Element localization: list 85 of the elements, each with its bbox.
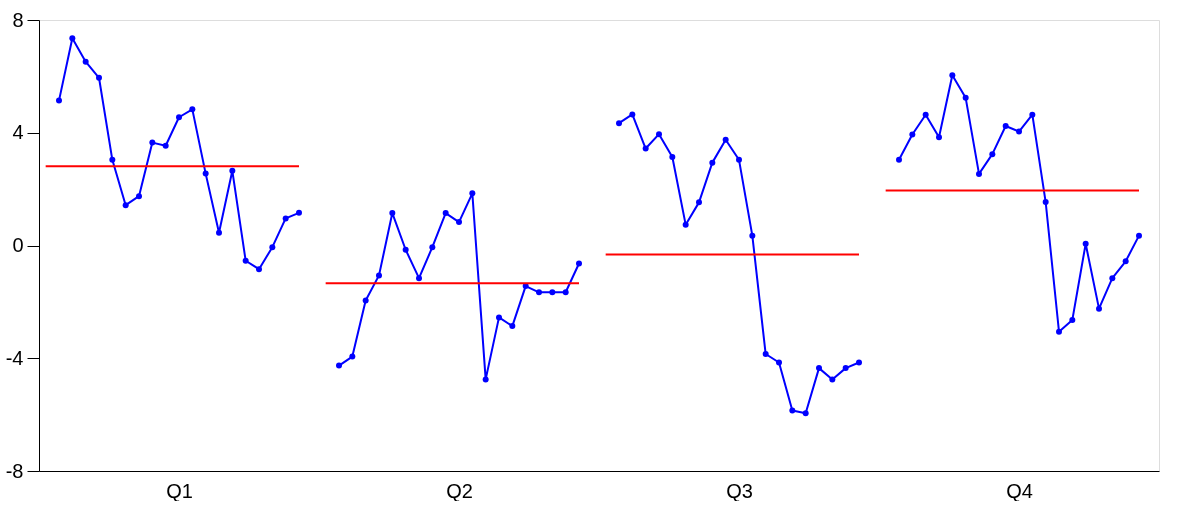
point <box>1136 232 1142 239</box>
point <box>136 193 142 200</box>
point <box>376 272 382 279</box>
point <box>856 359 862 366</box>
point <box>1029 111 1036 118</box>
point <box>1122 258 1129 265</box>
point <box>1016 128 1022 135</box>
point <box>429 244 436 251</box>
x-tick-label: Q4 <box>1006 479 1033 502</box>
point <box>176 114 182 121</box>
point <box>1002 122 1009 129</box>
point <box>242 257 249 264</box>
point <box>109 156 116 163</box>
point <box>282 215 289 222</box>
point <box>909 131 916 138</box>
point <box>456 219 462 226</box>
point <box>736 156 742 163</box>
y-tick-label: -4 <box>5 346 24 369</box>
point <box>189 106 196 113</box>
point <box>949 72 956 79</box>
point <box>216 229 222 236</box>
point <box>976 170 982 177</box>
point <box>1069 316 1076 323</box>
point <box>149 139 156 146</box>
point <box>389 210 396 217</box>
point <box>416 275 422 282</box>
point <box>162 142 169 149</box>
point <box>402 246 409 253</box>
point <box>82 58 89 65</box>
point <box>336 362 342 369</box>
x-tick-label: Q2 <box>446 479 473 502</box>
point <box>362 297 369 304</box>
y-tick-label: -8 <box>5 459 24 482</box>
point <box>269 244 276 251</box>
point <box>509 323 516 330</box>
point <box>549 289 556 296</box>
point <box>722 136 729 143</box>
point <box>962 94 969 101</box>
y-tick-label: 4 <box>12 121 24 144</box>
point <box>96 74 102 81</box>
point <box>69 35 76 42</box>
point <box>576 260 582 267</box>
point <box>816 365 822 372</box>
point <box>896 156 902 163</box>
point <box>696 199 702 206</box>
point <box>469 190 476 197</box>
point <box>616 120 622 127</box>
point <box>776 359 782 366</box>
point <box>349 353 356 360</box>
point <box>522 283 529 290</box>
point <box>202 170 209 177</box>
point <box>1082 240 1089 247</box>
point <box>656 131 662 138</box>
point <box>842 365 849 372</box>
y-tick-label: 0 <box>12 234 24 256</box>
x-tick-label: Q1 <box>166 479 193 502</box>
point <box>536 289 542 296</box>
point <box>562 289 569 296</box>
point <box>442 210 449 217</box>
point <box>482 376 489 383</box>
point <box>789 407 796 414</box>
point <box>229 167 236 174</box>
point <box>642 145 649 152</box>
point <box>936 134 942 141</box>
point <box>749 232 756 239</box>
point <box>296 209 302 216</box>
point <box>829 376 836 383</box>
x-tick-label: Q3 <box>726 479 753 502</box>
point <box>802 410 809 417</box>
point <box>496 314 502 321</box>
point <box>256 266 262 273</box>
point <box>682 221 689 228</box>
point <box>629 111 636 118</box>
y-tick-label: 8 <box>12 8 24 31</box>
point <box>709 159 716 166</box>
point <box>122 202 129 209</box>
point <box>762 351 769 358</box>
point <box>56 97 62 104</box>
point <box>1109 275 1116 282</box>
point <box>1056 328 1062 335</box>
point <box>1042 199 1049 206</box>
point <box>989 151 996 158</box>
point <box>922 111 929 118</box>
point <box>1096 305 1102 312</box>
point <box>669 154 676 160</box>
